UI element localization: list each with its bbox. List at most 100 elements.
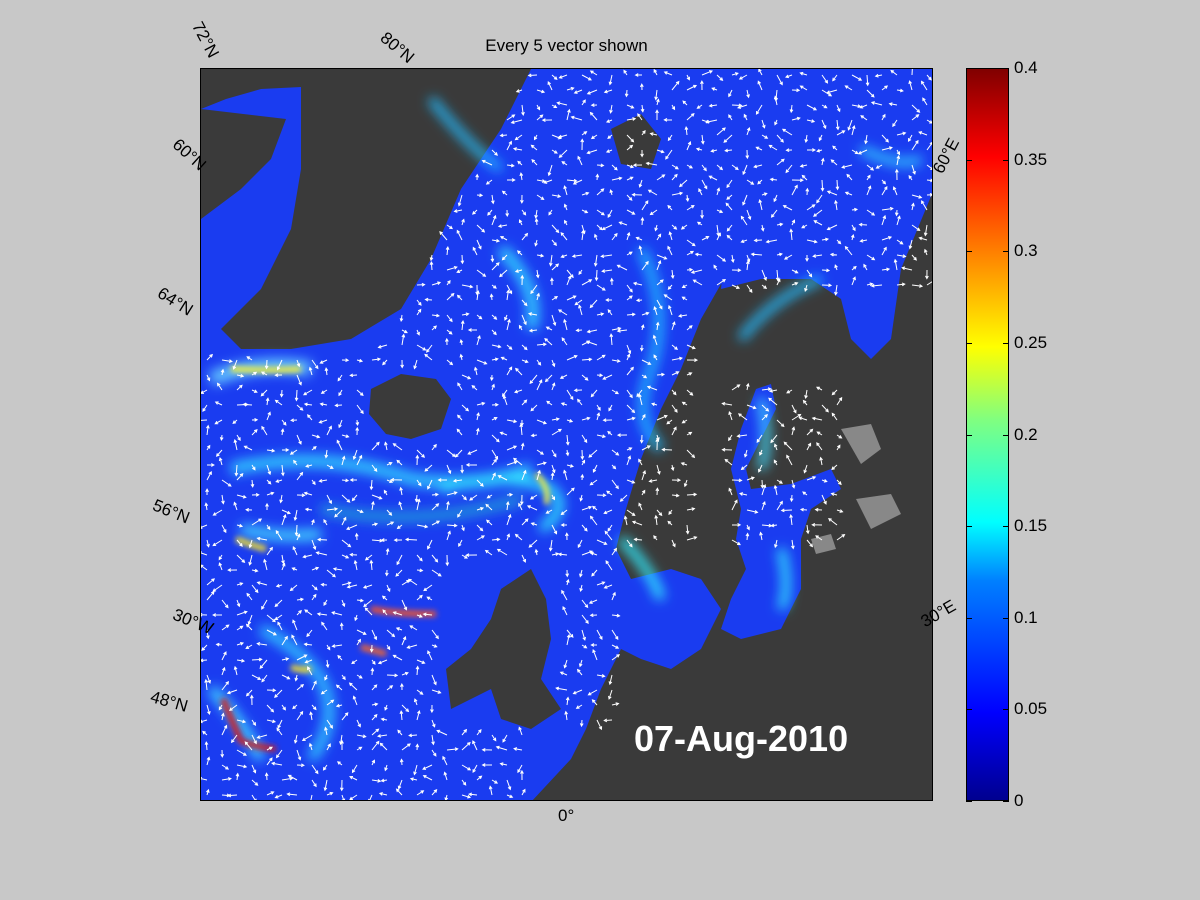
velocity-arrow: [260, 371, 268, 376]
velocity-arrow: [491, 402, 499, 407]
velocity-arrow: [896, 154, 901, 166]
velocity-arrow: [681, 296, 688, 301]
velocity-arrow: [514, 533, 523, 541]
velocity-arrow: [363, 599, 373, 608]
velocity-arrow: [544, 374, 553, 383]
velocity-arrow: [631, 520, 643, 526]
velocity-arrow: [600, 254, 613, 259]
velocity-arrow: [911, 164, 916, 175]
velocity-arrow: [558, 149, 568, 159]
velocity-arrow: [499, 431, 508, 436]
velocity-arrow: [589, 299, 598, 309]
velocity-arrow: [671, 539, 676, 548]
velocity-arrow: [518, 324, 523, 331]
velocity-arrow: [528, 539, 538, 548]
velocity-arrow: [716, 209, 724, 214]
velocity-arrow: [866, 174, 871, 181]
velocity-arrow: [221, 651, 227, 661]
velocity-arrow: [626, 455, 632, 466]
velocity-arrow: [571, 254, 583, 258]
velocity-arrow: [686, 325, 693, 331]
velocity-arrow: [423, 584, 433, 592]
velocity-arrow: [551, 263, 560, 271]
velocity-arrow: [510, 119, 523, 124]
velocity-arrow: [303, 491, 313, 496]
velocity-arrow: [860, 115, 868, 121]
velocity-arrow: [804, 284, 808, 292]
velocity-arrow: [671, 164, 679, 170]
velocity-arrow: [236, 539, 243, 547]
velocity-arrow: [791, 281, 799, 286]
velocity-arrow: [551, 224, 560, 234]
velocity-arrow: [926, 178, 932, 183]
velocity-arrow: [836, 444, 841, 451]
velocity-arrow: [608, 689, 613, 700]
velocity-arrow: [206, 353, 213, 361]
velocity-arrow: [530, 433, 538, 438]
velocity-arrow: [577, 539, 583, 549]
velocity-arrow: [489, 374, 494, 382]
velocity-arrow: [731, 499, 738, 511]
velocity-arrow: [841, 164, 853, 169]
velocity-arrow: [274, 399, 283, 406]
velocity-arrow: [517, 764, 523, 774]
velocity-arrow: [557, 552, 568, 557]
velocity-arrow: [634, 73, 643, 77]
velocity-arrow: [489, 293, 494, 301]
velocity-arrow: [761, 404, 770, 412]
velocity-arrow: [545, 509, 553, 514]
velocity-arrow: [590, 389, 598, 398]
velocity-arrow: [520, 769, 524, 781]
velocity-arrow: [836, 479, 842, 486]
velocity-arrow: [337, 654, 343, 661]
velocity-arrow: [667, 204, 673, 211]
velocity-arrow: [534, 218, 539, 226]
velocity-arrow: [611, 359, 621, 363]
velocity-arrow: [536, 449, 544, 455]
velocity-arrow: [386, 629, 396, 638]
velocity-arrow: [626, 209, 636, 215]
velocity-arrow: [371, 500, 375, 511]
velocity-arrow: [531, 158, 538, 166]
velocity-arrow: [753, 238, 763, 243]
velocity-arrow: [874, 73, 883, 78]
velocity-arrow: [456, 414, 463, 421]
velocity-arrow: [266, 546, 273, 556]
velocity-arrow: [851, 276, 856, 286]
velocity-arrow: [396, 524, 403, 530]
velocity-arrow: [326, 569, 336, 578]
velocity-arrow: [551, 524, 558, 535]
velocity-arrow: [755, 104, 763, 115]
velocity-arrow: [596, 209, 605, 216]
velocity-arrow: [280, 428, 285, 436]
velocity-arrow: [468, 792, 478, 797]
velocity-arrow: [431, 325, 437, 331]
velocity-arrow: [559, 671, 568, 676]
velocity-arrow: [356, 509, 364, 514]
velocity-arrow: [866, 209, 876, 216]
velocity-arrow: [475, 173, 480, 181]
velocity-arrow: [890, 69, 898, 76]
velocity-arrow: [349, 552, 358, 557]
velocity-arrow: [806, 104, 818, 111]
velocity-arrow: [547, 164, 553, 177]
velocity-arrow: [926, 74, 932, 81]
velocity-arrow: [281, 509, 291, 515]
velocity-arrow: [655, 321, 660, 331]
velocity-arrow: [500, 356, 508, 361]
velocity-arrow: [320, 389, 328, 394]
velocity-arrow: [491, 214, 497, 226]
velocity-arrow: [415, 454, 420, 466]
velocity-arrow: [401, 743, 411, 751]
velocity-arrow: [576, 668, 583, 676]
velocity-arrow: [303, 389, 313, 396]
velocity-arrow: [893, 258, 898, 271]
velocity-arrow: [371, 494, 383, 500]
velocity-arrow: [338, 419, 343, 429]
velocity-arrow: [279, 389, 284, 398]
velocity-arrow: [256, 734, 268, 739]
velocity-arrow: [784, 74, 793, 79]
velocity-arrow: [765, 239, 778, 244]
velocity-arrow: [266, 629, 277, 636]
velocity-arrow: [626, 312, 636, 317]
